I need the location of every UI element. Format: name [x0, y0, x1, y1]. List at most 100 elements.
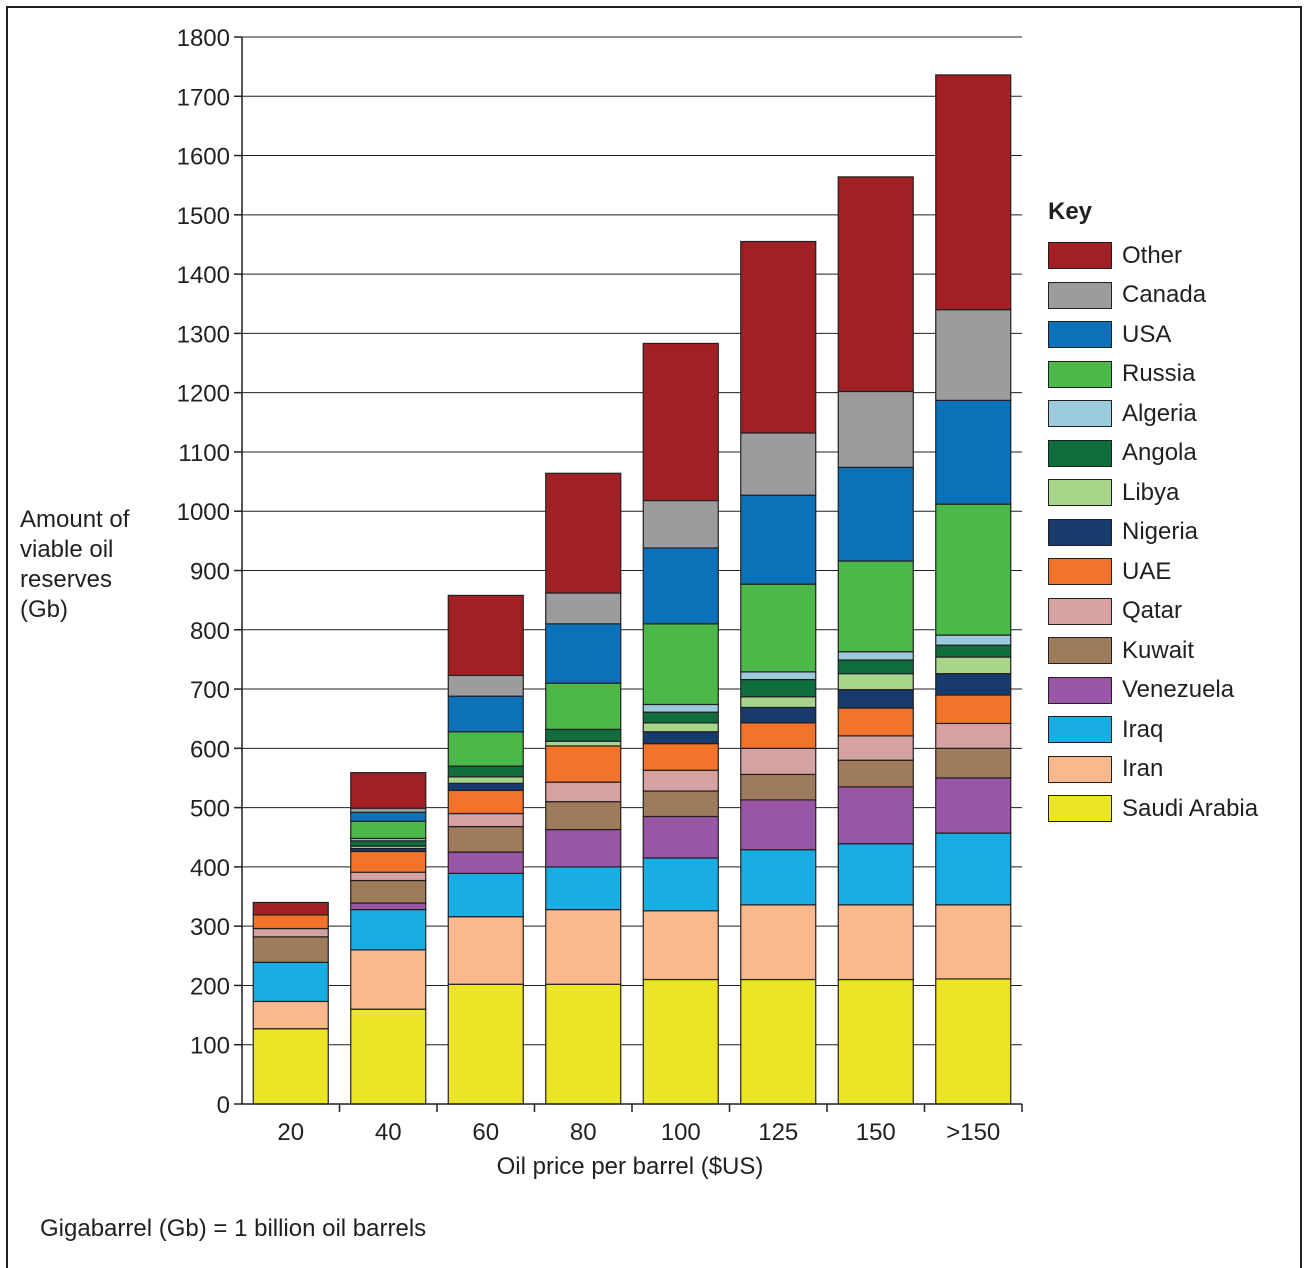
legend-swatch: [1048, 716, 1112, 744]
bar-segment-qatar: [837, 735, 914, 761]
bar-segment-angola: [837, 659, 914, 675]
bar-segment-usa: [642, 547, 719, 625]
y-tick-label: 400: [190, 855, 230, 882]
bar-segment-russia: [935, 503, 1012, 636]
bar-segment-nigeria: [935, 673, 1012, 696]
x-tick-label: 125: [758, 1119, 798, 1146]
y-tick-label: 900: [190, 559, 230, 586]
y-tick-label: 800: [190, 618, 230, 645]
legend-item: Qatar: [1048, 592, 1258, 632]
bar-segment-nigeria: [447, 782, 524, 792]
bar-segment-venezuela: [642, 815, 719, 859]
bar-segment-kuwait: [447, 825, 524, 853]
x-tick-label: 20: [277, 1119, 304, 1146]
y-tick-label: 1000: [177, 499, 230, 526]
legend-item: Other: [1048, 236, 1258, 276]
x-tick-label: 80: [570, 1119, 597, 1146]
bar-segment-libya: [545, 740, 622, 747]
legend-item: Algeria: [1048, 394, 1258, 434]
bar-segment-venezuela: [740, 799, 817, 851]
legend-label: Iran: [1122, 755, 1164, 783]
bar-segment-angola: [350, 840, 427, 847]
bar-segment-usa: [935, 399, 1012, 505]
bar-segment-venezuela: [447, 851, 524, 875]
legend-swatch: [1048, 321, 1112, 349]
y-tick-label: 1200: [177, 381, 230, 408]
bar-segment-venezuela: [545, 828, 622, 868]
legend-item: Kuwait: [1048, 631, 1258, 671]
bar-segment-saudi-arabia: [740, 978, 817, 1105]
bar-segment-iran: [642, 910, 719, 981]
bar-segment-angola: [935, 644, 1012, 658]
bar-segment-other: [935, 74, 1012, 311]
legend-item: Libya: [1048, 473, 1258, 513]
bar-segment-uae: [935, 694, 1012, 725]
bar-segment-russia: [350, 820, 427, 840]
y-tick-label: 1700: [177, 84, 230, 111]
bar-segment-iraq: [642, 857, 719, 912]
bar-segment-angola: [642, 711, 719, 724]
legend-swatch: [1048, 676, 1112, 704]
legend-label: Nigeria: [1122, 518, 1199, 546]
bar-segment-angola: [447, 765, 524, 778]
bar-segment-russia: [545, 682, 622, 730]
bar-segment-uae: [252, 914, 329, 930]
bar-segment-nigeria: [642, 731, 719, 745]
bar-segment-nigeria: [837, 689, 914, 709]
bar-segment-canada: [740, 432, 817, 496]
bar-segment-iraq: [935, 832, 1012, 906]
bar-segment-canada: [935, 309, 1012, 401]
bar-segment-other: [545, 472, 622, 594]
legend-swatch: [1048, 439, 1112, 467]
y-tick-label: 500: [190, 796, 230, 823]
bar-segment-uae: [642, 742, 719, 771]
x-tick-label: 40: [375, 1119, 402, 1146]
bar-segment-iraq: [545, 866, 622, 911]
legend-item: UAE: [1048, 552, 1258, 592]
bar-segment-canada: [545, 592, 622, 625]
legend-swatch: [1048, 400, 1112, 428]
axes: [234, 36, 1023, 1112]
x-tick-label: 150: [856, 1119, 896, 1146]
legend-item: Canada: [1048, 276, 1258, 316]
bar-segment-iran: [447, 916, 524, 985]
bar-segment-canada: [837, 390, 914, 468]
bar-segment-venezuela: [837, 786, 914, 845]
bar-segment-kuwait: [837, 759, 914, 788]
legend-swatch: [1048, 242, 1112, 270]
bar-segment-other: [740, 240, 817, 434]
y-tick-label: 100: [190, 1033, 230, 1060]
bar-segment-algeria: [935, 634, 1012, 646]
bar-segment-kuwait: [740, 773, 817, 801]
bar-segment-saudi-arabia: [935, 978, 1012, 1105]
legend-item: Angola: [1048, 434, 1258, 474]
bar-segment-iran: [545, 908, 622, 985]
bar-segment-qatar: [447, 812, 524, 828]
legend-items: Other Canada USA Russia Algeria Angola Libya Ni…: [1048, 236, 1258, 829]
legend-swatch: [1048, 597, 1112, 625]
x-tick-label: 100: [661, 1119, 701, 1146]
legend-label: Venezuela: [1122, 676, 1235, 704]
bar-segment-other: [447, 594, 524, 677]
bar-stacks: [252, 74, 1012, 1105]
legend-label: Canada: [1122, 281, 1207, 309]
bar-segment-russia: [837, 560, 914, 653]
legend-swatch: [1048, 479, 1112, 507]
legend-swatch: [1048, 795, 1112, 823]
bar-segment-qatar: [350, 871, 427, 882]
bar-segment-algeria: [740, 671, 817, 681]
legend-swatch: [1048, 637, 1112, 665]
bar-segment-libya: [740, 696, 817, 709]
legend: Key Other Canada USA Russia Algeria Angola Lib…: [1048, 198, 1258, 829]
bar-segment-iraq: [350, 908, 427, 951]
y-tick-label: 1500: [177, 203, 230, 230]
bar-segment-qatar: [545, 781, 622, 803]
bar-segment-angola: [545, 728, 622, 742]
bar-segment-uae: [350, 850, 427, 873]
bar-segment-iran: [350, 949, 427, 1010]
bar-segment-algeria: [837, 651, 914, 661]
bar-segment-saudi-arabia: [642, 978, 719, 1105]
legend-label: Kuwait: [1122, 636, 1195, 664]
x-tick-label: >150: [946, 1119, 1000, 1146]
bar-segment-algeria: [642, 703, 719, 713]
